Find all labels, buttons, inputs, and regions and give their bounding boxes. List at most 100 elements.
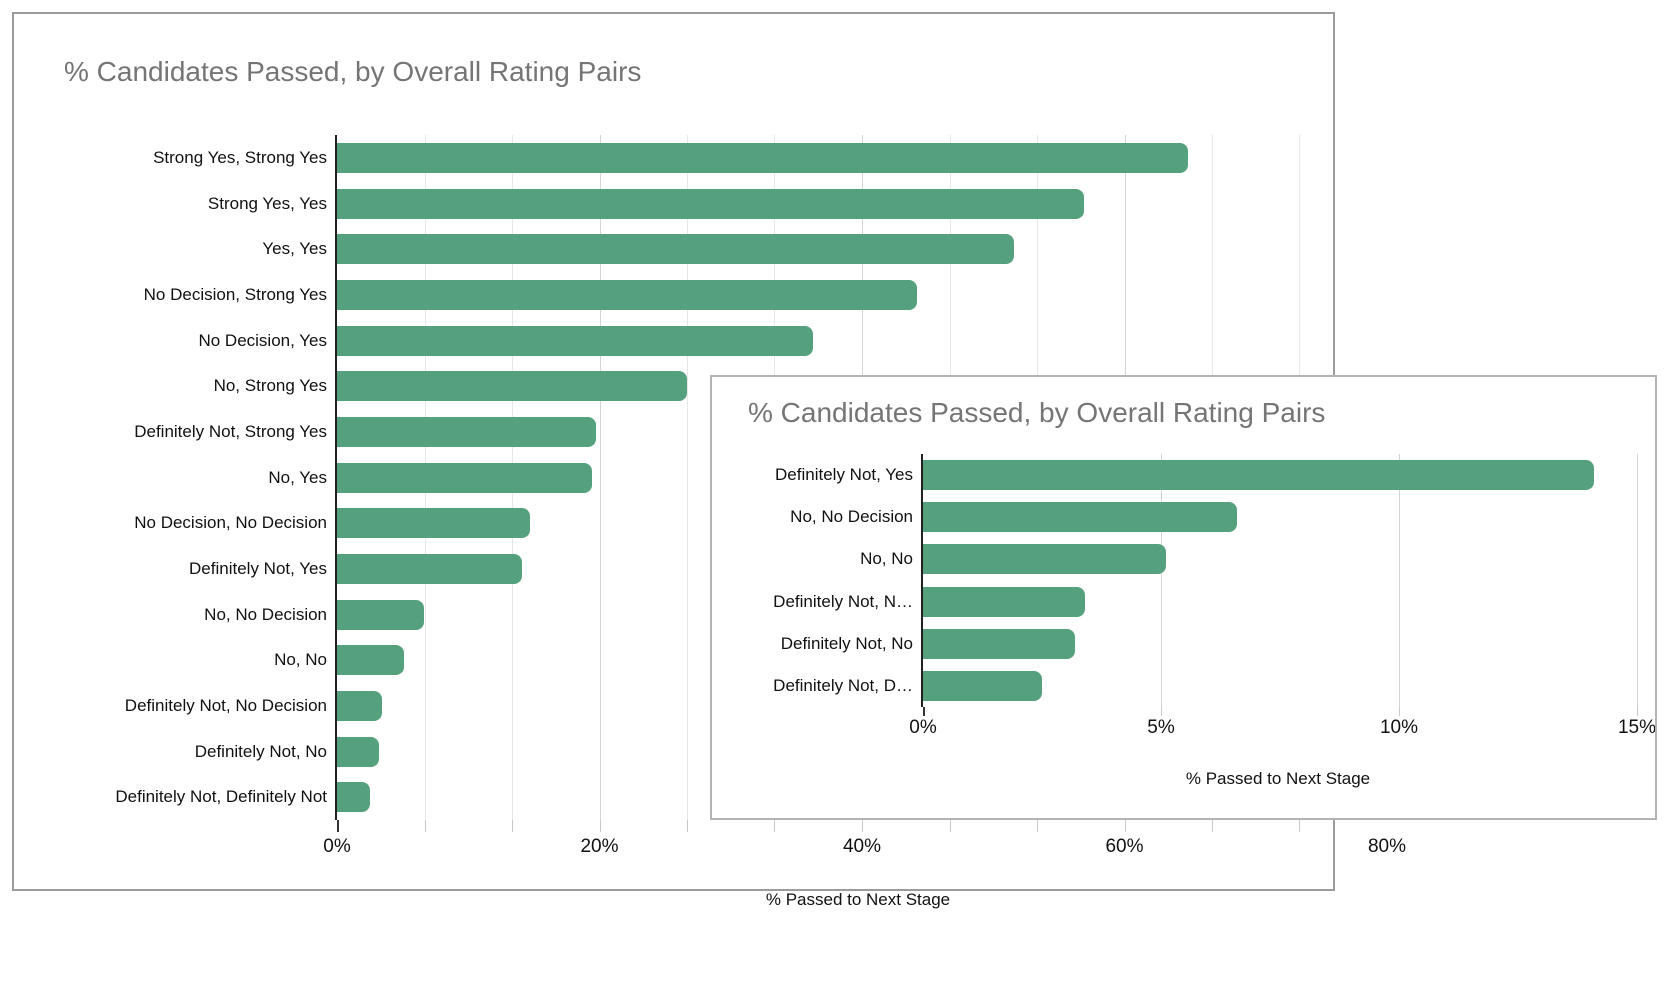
x-tick-label: 60% (1105, 836, 1144, 857)
bar-row (337, 318, 1333, 364)
inset-axis-ticks (923, 707, 1638, 716)
bar-definitely-not-yes (923, 460, 1595, 491)
bar-row (923, 665, 1635, 707)
bar-row (337, 637, 1333, 683)
inset-x-axis-title: % Passed to Next Stage (1185, 769, 1371, 788)
bar-no-decision-yes (337, 325, 814, 356)
axis-tick (774, 820, 776, 832)
x-tick-label: 0% (323, 836, 351, 857)
x-tick-label: 20% (580, 836, 619, 857)
bar-row (337, 226, 1333, 272)
category-label: Definitely Not, Strong Yes (134, 421, 327, 441)
axis-tick (1399, 707, 1400, 716)
bar-row (337, 181, 1333, 227)
axis-tick (1124, 820, 1126, 832)
bar-row (923, 581, 1635, 623)
bar-strong-yes-yes (337, 188, 1084, 219)
bar-no-decision-strong-yes (337, 279, 918, 310)
inset-bars (923, 454, 1635, 707)
x-tick-label: 10% (1379, 717, 1419, 738)
bar-definitely-not-n- (923, 586, 1085, 617)
gridline (1161, 454, 1162, 707)
category-label: Definitely Not, No (780, 633, 913, 653)
category-label: No, No (860, 549, 913, 569)
category-label: Definitely Not, Yes (189, 558, 327, 578)
category-label: Definitely Not, No Decision (124, 695, 327, 715)
bar-definitely-not-yes (337, 553, 523, 584)
axis-tick (923, 707, 925, 716)
bar-row (337, 272, 1333, 318)
gridline (687, 135, 689, 820)
axis-tick (424, 820, 426, 832)
inset-x-tick-labels: 0% 5% 10% 15% (909, 717, 1657, 741)
bar-row (923, 496, 1635, 538)
bar-row (337, 455, 1333, 501)
inset-chart-title: % Candidates Passed, by Overall Rating P… (748, 397, 1326, 428)
inset-category-labels: Definitely Not, Yes No, No Decision No, No… (716, 454, 913, 707)
main-axis-ticks (337, 820, 1333, 832)
x-tick-label: 40% (842, 836, 882, 857)
category-label: No Decision, Strong Yes (143, 284, 327, 304)
category-label: No, Yes (268, 467, 327, 487)
bar-definitely-not-definitely-not (337, 782, 370, 813)
main-x-axis-title: % Passed to Next Stage (765, 890, 951, 909)
bar-definitely-not-no (337, 736, 379, 767)
main-chart-title: % Candidates Passed, by Overall Rating P… (64, 56, 642, 87)
category-label: Strong Yes, Yes (207, 193, 327, 213)
gridline (1637, 454, 1638, 707)
bar-strong-yes-strong-yes (337, 142, 1188, 173)
bar-row (337, 683, 1333, 729)
axis-tick (1637, 707, 1638, 716)
axis-tick (1161, 707, 1162, 716)
main-x-tick-labels: 0% 20% 40% 60% 80% (323, 836, 1437, 860)
bar-no-no (923, 544, 1166, 575)
bar-row (337, 363, 1333, 409)
bar-row (337, 135, 1333, 181)
axis-tick (511, 820, 513, 832)
inset-plot-area (921, 454, 1638, 707)
bar-row (337, 592, 1333, 638)
category-label: No, No (274, 650, 327, 670)
bar-no-no-decision (337, 599, 424, 630)
category-label: No Decision, No Decision (134, 513, 327, 533)
bar-definitely-not-no (923, 628, 1076, 659)
x-tick-label: 5% (1147, 717, 1175, 738)
axis-tick (599, 820, 601, 832)
category-label: Yes, Yes (262, 239, 327, 259)
main-bars (337, 135, 1333, 820)
x-tick-label: 80% (1367, 836, 1407, 857)
bar-yes-yes (337, 234, 1015, 265)
bar-row (923, 623, 1635, 665)
bar-row (337, 729, 1333, 775)
category-label: Definitely Not, N… (773, 591, 913, 611)
category-label: No, Strong Yes (213, 376, 327, 396)
bar-definitely-not-d- (923, 670, 1042, 701)
axis-tick (337, 820, 339, 832)
axis-tick (1212, 820, 1214, 832)
bar-no-decision-no-decision (337, 508, 530, 539)
main-plot-area (335, 135, 1333, 820)
bar-row (337, 500, 1333, 546)
bar-no-strong-yes (337, 371, 688, 402)
axis-tick (862, 820, 863, 832)
x-tick-label: 0% (909, 717, 937, 738)
category-label: Definitely Not, No (194, 741, 327, 761)
category-label: No Decision, Yes (198, 330, 327, 350)
inset-chart[interactable]: % Candidates Passed, by Overall Rating P… (710, 375, 1657, 820)
bar-no-no (337, 645, 404, 676)
axis-tick (687, 820, 689, 832)
bar-row (337, 774, 1333, 820)
category-label: Definitely Not, Yes (775, 465, 913, 485)
bar-definitely-not-no-decision (337, 690, 382, 721)
category-label: Definitely Not, D… (773, 675, 913, 695)
bar-no-yes (337, 462, 592, 493)
category-label: Strong Yes, Strong Yes (153, 147, 327, 167)
axis-tick (949, 820, 951, 832)
x-tick-label: 15% (1617, 717, 1657, 738)
category-label: Definitely Not, Definitely Not (115, 787, 327, 807)
main-category-labels: Strong Yes, Strong Yes Strong Yes, Yes Yes… (14, 135, 327, 820)
axis-tick (1036, 820, 1038, 832)
bar-row (337, 409, 1333, 455)
bar-row (923, 454, 1635, 496)
